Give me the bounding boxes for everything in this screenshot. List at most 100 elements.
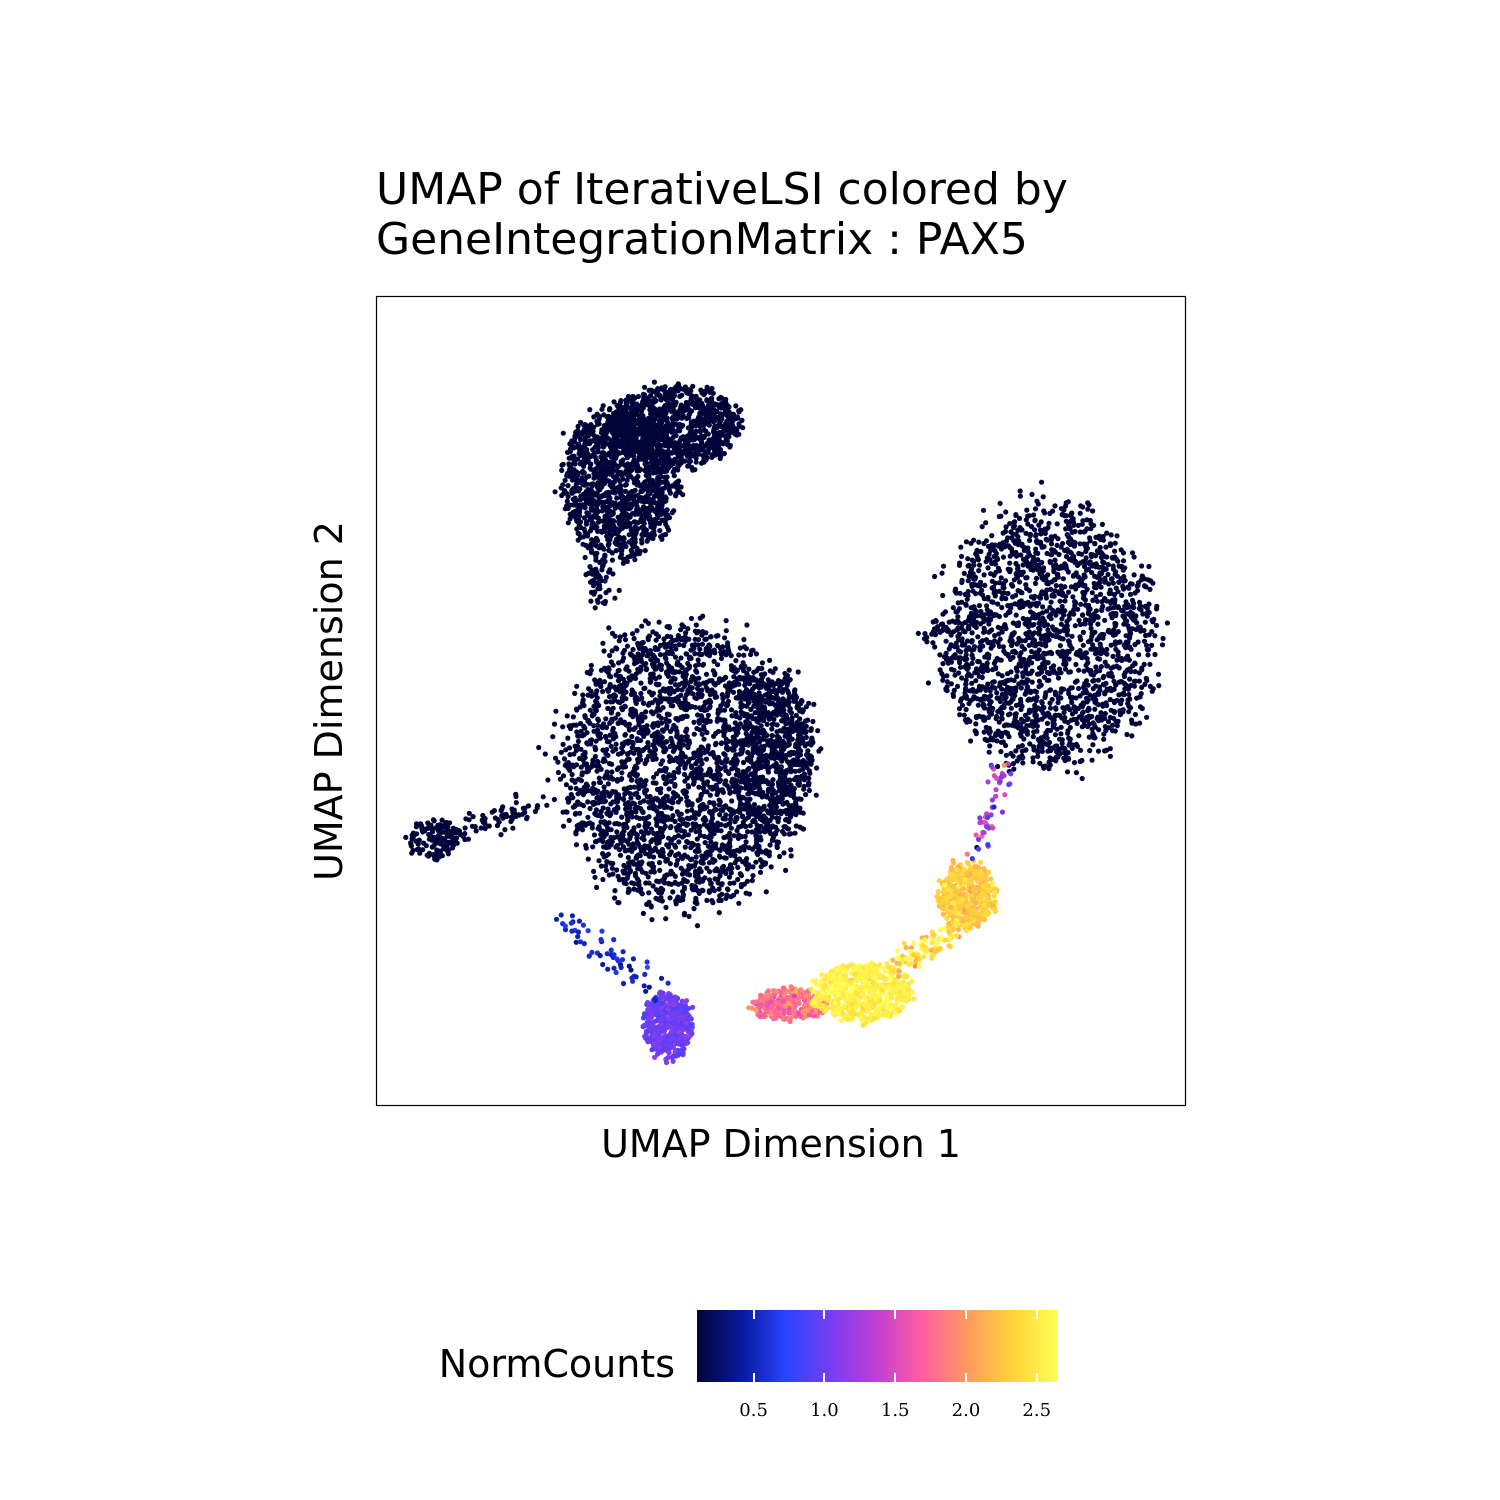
data-point (597, 679, 603, 686)
data-point (676, 682, 682, 688)
data-point (573, 842, 580, 848)
data-point (590, 524, 597, 530)
data-point (622, 869, 628, 875)
data-point (694, 923, 701, 929)
data-point (605, 469, 611, 475)
data-point (745, 749, 751, 756)
data-point (715, 754, 722, 761)
data-point (738, 747, 744, 753)
data-point (635, 804, 641, 811)
data-point (662, 388, 668, 394)
data-point (632, 511, 638, 517)
data-point (583, 842, 589, 849)
data-point (572, 690, 578, 697)
data-point (685, 441, 691, 447)
data-point (577, 461, 583, 467)
data-point (677, 702, 683, 708)
data-point (599, 406, 605, 412)
data-point (719, 740, 725, 746)
data-point (691, 645, 697, 652)
data-point (655, 476, 661, 482)
data-point (565, 520, 571, 526)
data-point (600, 688, 606, 695)
data-point (644, 794, 650, 800)
data-point (559, 492, 565, 499)
data-point (569, 488, 575, 494)
data-point (552, 489, 558, 495)
data-point (707, 703, 713, 710)
data-point (648, 428, 654, 434)
data-point (634, 790, 640, 796)
data-point (643, 465, 649, 471)
data-point (766, 849, 772, 855)
data-point (602, 433, 608, 439)
data-point (700, 878, 706, 884)
data-point (651, 528, 657, 534)
data-point (668, 639, 674, 645)
data-point (592, 753, 599, 760)
data-point (566, 461, 572, 467)
data-point (610, 725, 616, 732)
data-point (577, 810, 583, 816)
data-point (746, 891, 753, 897)
data-point (591, 498, 597, 504)
data-point (577, 447, 583, 453)
data-point (656, 446, 662, 452)
data-point (638, 680, 644, 686)
data-point (614, 463, 620, 469)
data-point (705, 449, 711, 455)
data-point (650, 867, 656, 873)
data-point (575, 515, 581, 522)
data-point (588, 688, 594, 694)
data-point (696, 445, 702, 451)
data-point (662, 768, 669, 774)
data-point (635, 393, 642, 400)
data-point (623, 806, 629, 812)
data-point (606, 739, 612, 745)
data-point (646, 477, 652, 483)
data-point (645, 491, 651, 497)
data-point (572, 461, 578, 467)
data-point (731, 664, 737, 671)
data-point (704, 804, 710, 810)
data-point (605, 542, 612, 549)
data-point (783, 817, 789, 823)
data-point (632, 437, 639, 444)
data-point (584, 497, 591, 503)
data-point (723, 778, 729, 784)
data-point (725, 849, 731, 855)
data-point (725, 887, 731, 893)
data-point (679, 424, 685, 430)
data-point (767, 842, 773, 848)
data-point (651, 420, 657, 426)
data-point (671, 408, 678, 414)
data-point (606, 442, 613, 448)
data-point (678, 436, 684, 442)
data-point (607, 459, 613, 465)
data-point (607, 652, 613, 659)
data-point (607, 810, 613, 816)
data-point (657, 867, 663, 874)
data-point (640, 910, 647, 917)
data-point (695, 797, 701, 803)
data-point (658, 720, 665, 726)
data-point (711, 733, 717, 739)
data-point (679, 734, 685, 740)
data-point (707, 766, 713, 772)
data-point (672, 873, 678, 880)
data-point (671, 668, 677, 675)
data-point (640, 748, 646, 754)
data-point (720, 863, 727, 869)
data-point (792, 830, 798, 836)
data-point (692, 775, 699, 782)
data-point (689, 765, 695, 771)
data-point (601, 784, 607, 790)
data-point (653, 676, 659, 682)
data-point (694, 878, 700, 884)
data-point (553, 708, 559, 714)
data-point (715, 662, 721, 668)
data-point (595, 508, 602, 514)
data-point (726, 404, 732, 410)
data-point (609, 718, 615, 724)
data-point (621, 447, 627, 453)
